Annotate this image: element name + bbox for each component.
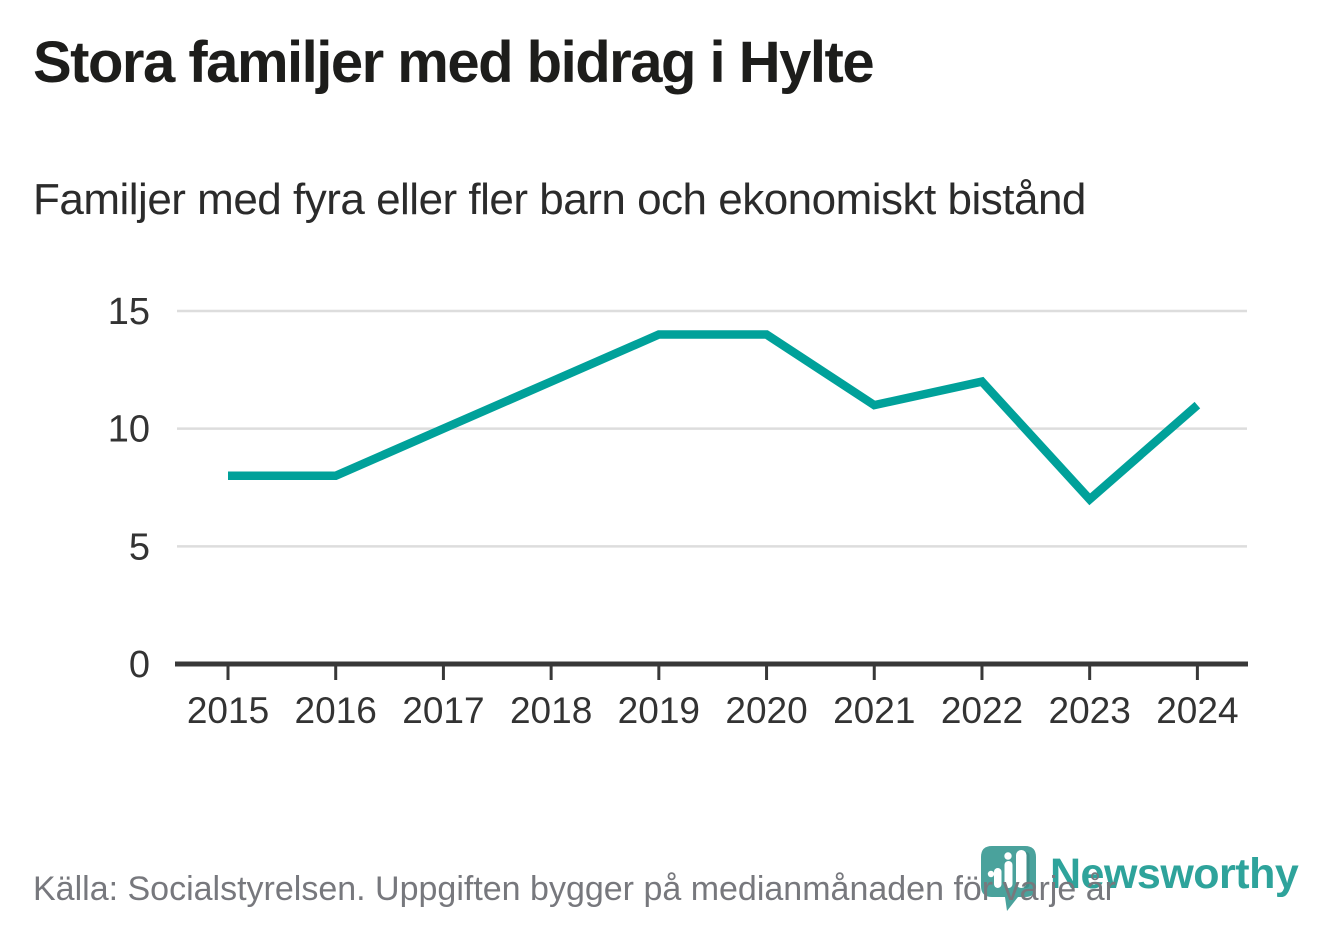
y-axis-label: 5 [129, 526, 150, 568]
logo-dot-small [987, 870, 995, 878]
newsworthy-logo-icon [981, 846, 1036, 911]
logo-bar-tall [1016, 850, 1027, 888]
y-axis-label: 0 [129, 644, 150, 686]
x-axis-label: 2015 [187, 690, 269, 731]
page-title: Stora familjer med bidrag i Hylte [33, 30, 875, 95]
page-subtitle: Familjer med fyra eller fler barn och ek… [33, 175, 1086, 224]
y-axis-label: 15 [108, 291, 150, 333]
data-line [228, 330, 1201, 506]
newsworthy-logo-text: Newsworthy [1050, 850, 1299, 898]
y-axis-label: 10 [108, 409, 150, 451]
x-axis-label: 2018 [510, 690, 592, 731]
x-axis-label: 2024 [1156, 690, 1238, 731]
x-axis-label: 2019 [618, 690, 700, 731]
logo-bar-medium [1004, 861, 1013, 888]
logo-bar-short [994, 868, 1002, 888]
x-axis-label: 2021 [833, 690, 915, 731]
source-note: Källa: Socialstyrelsen. Uppgiften bygger… [33, 870, 1116, 908]
logo-dot-large [1004, 852, 1012, 860]
x-axis-label: 2022 [941, 690, 1023, 731]
line-chart: 2015 2016 2017 2018 2019 2020 2021 2022 2023 2024… [108, 291, 1248, 731]
x-axis-label: 2020 [725, 690, 807, 731]
x-axis-label: 2023 [1049, 690, 1131, 731]
x-axis-label: 2016 [295, 690, 377, 731]
x-axis-label: 2017 [402, 690, 484, 731]
